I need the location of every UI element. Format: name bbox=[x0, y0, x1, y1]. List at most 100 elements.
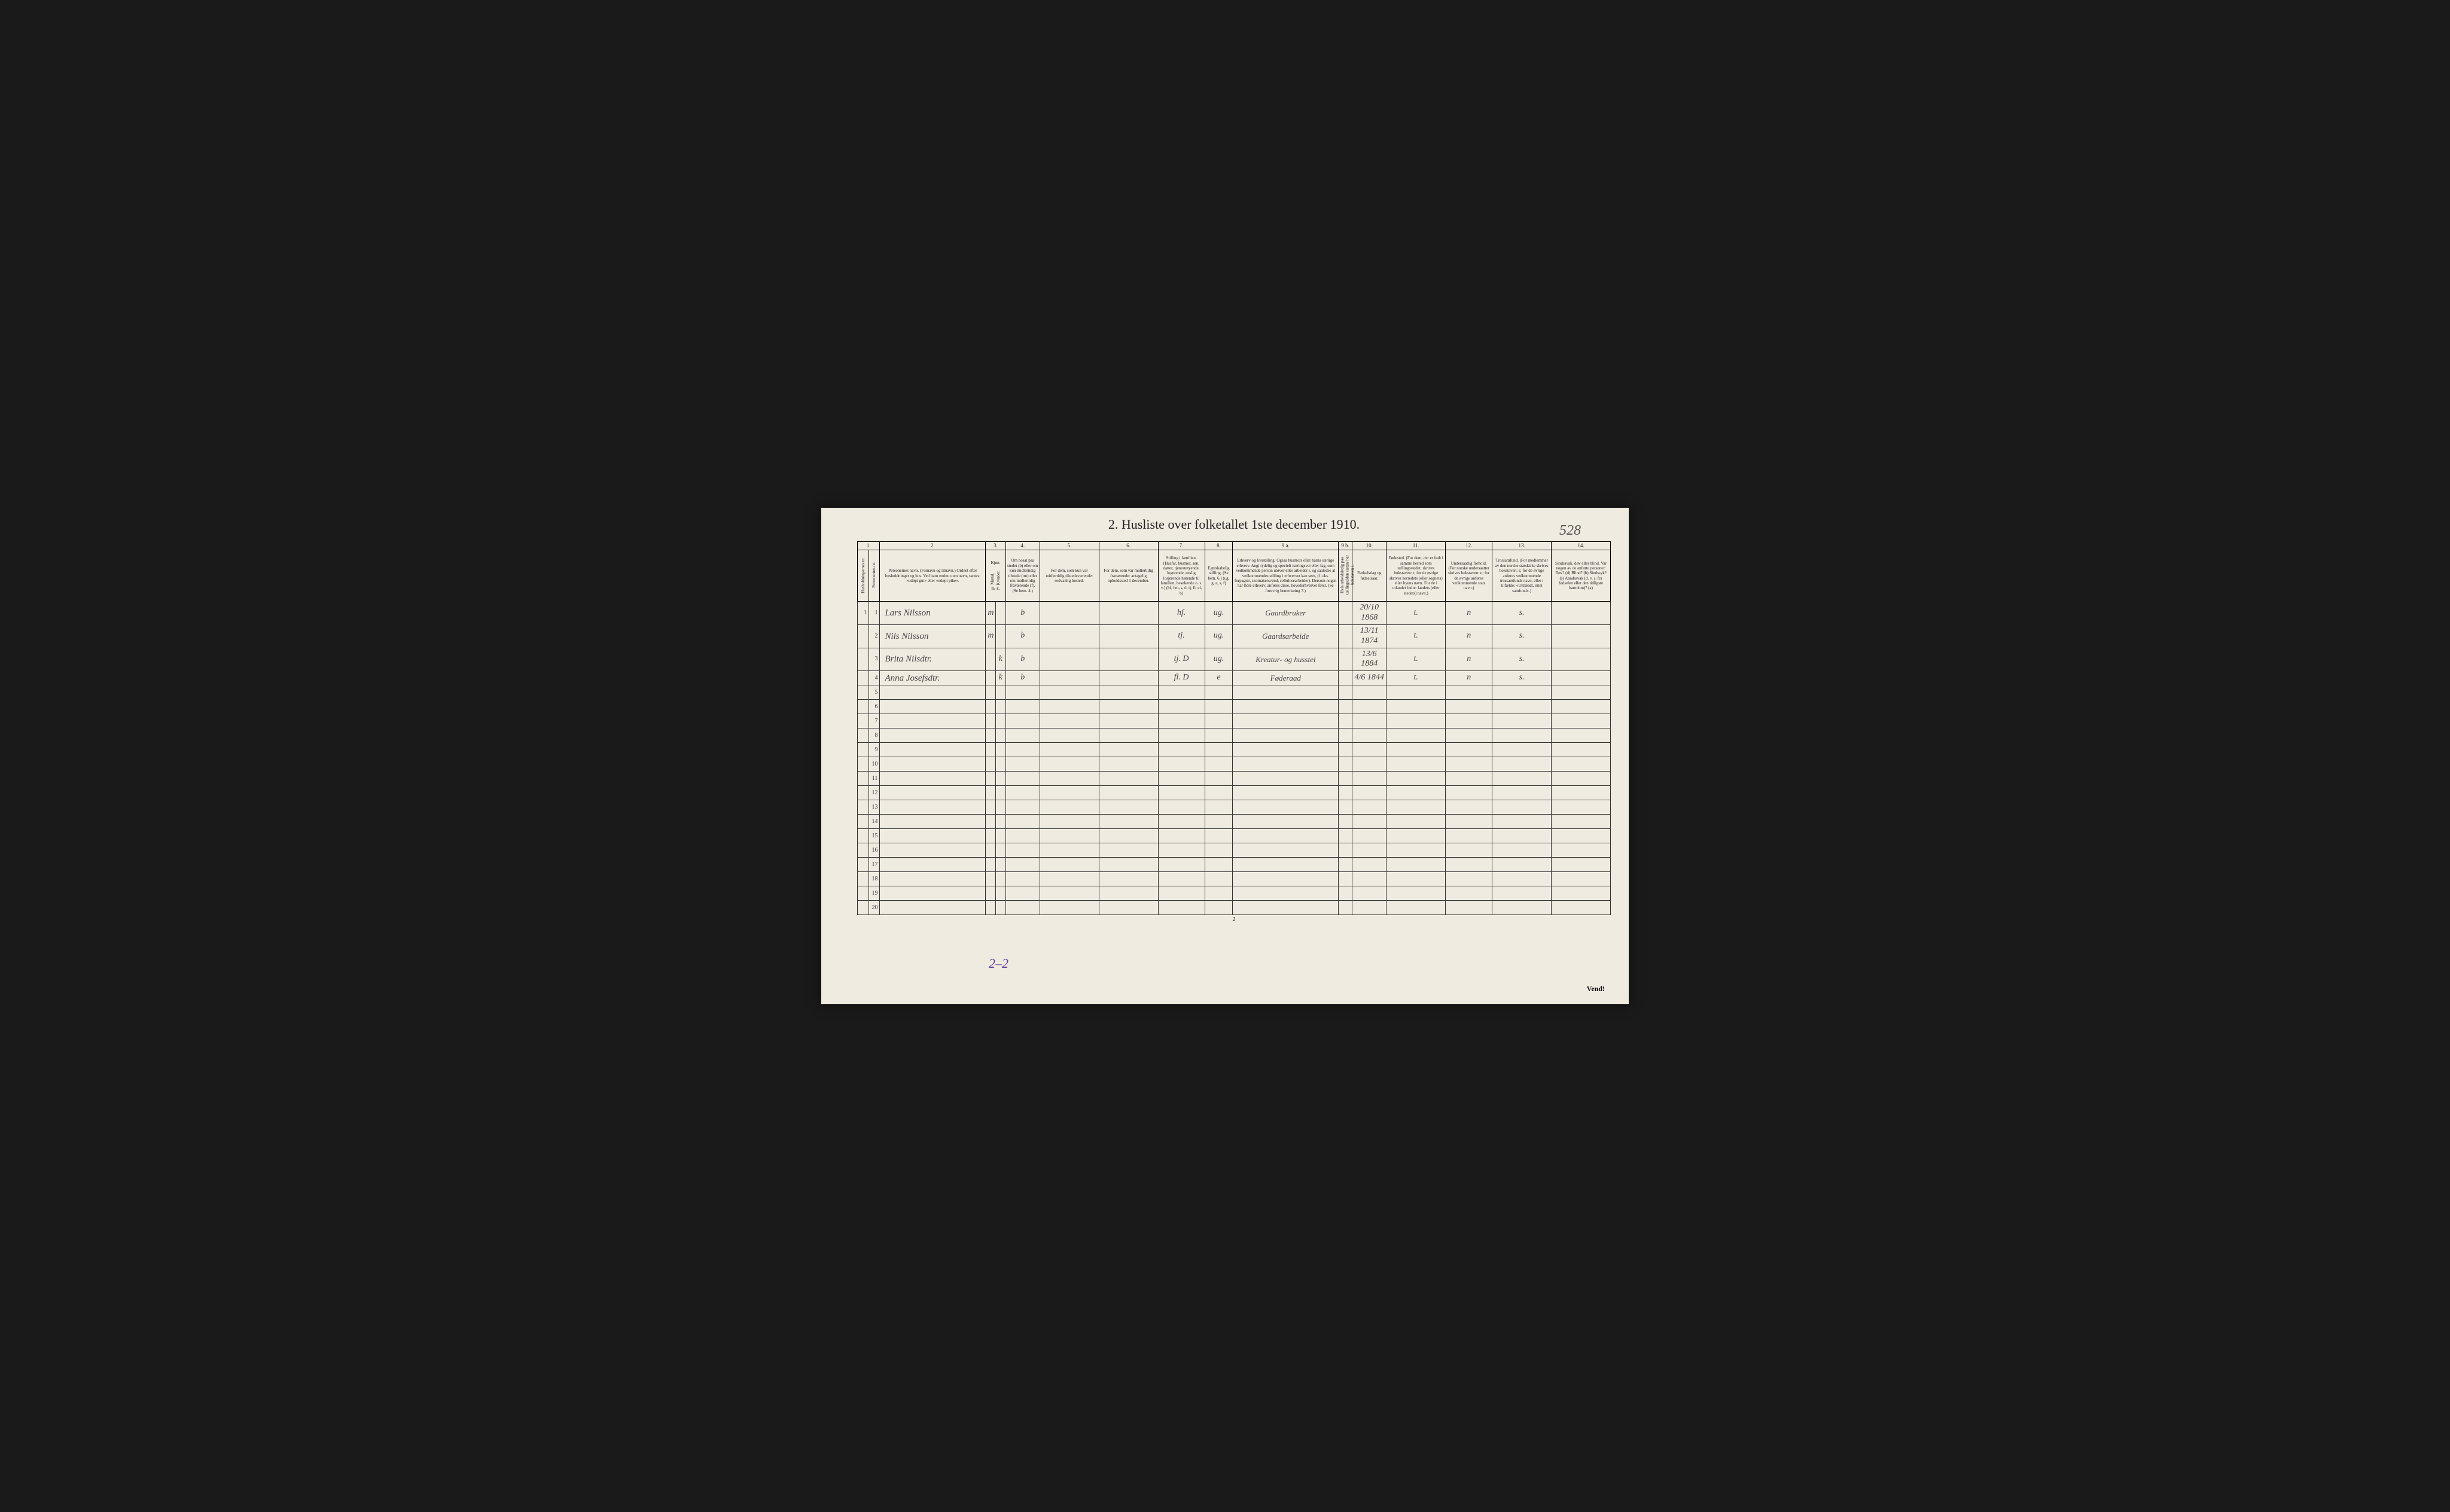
cell-birth: 4/6 1844 bbox=[1352, 671, 1386, 685]
col-num-5: 5. bbox=[1040, 542, 1099, 550]
cell-pn: 14 bbox=[869, 815, 880, 829]
cell-family: tj. bbox=[1158, 624, 1205, 648]
cell-birth: 13/6 1884 bbox=[1352, 648, 1386, 671]
cell-nationality: n bbox=[1446, 648, 1492, 671]
cell-male bbox=[986, 671, 996, 685]
header-bosat: Om bosat paa stedet (b) eller om kun mid… bbox=[1005, 550, 1040, 602]
header-row: Husholdningernes nr. Personernes nr. Per… bbox=[858, 550, 1611, 602]
cell-pn: 12 bbox=[869, 786, 880, 800]
cell-nationality: n bbox=[1446, 624, 1492, 648]
cell-unemployed bbox=[1339, 648, 1352, 671]
census-table: 1. 2. 3. 4. 5. 6. 7. 8. 9 a. 9 b. 10. 11… bbox=[857, 541, 1611, 915]
cell-nationality: n bbox=[1446, 602, 1492, 625]
cell-c6 bbox=[1099, 648, 1158, 671]
cell-name: Brita Nilsdtr. bbox=[880, 648, 986, 671]
table-row-empty: 6 bbox=[858, 700, 1611, 714]
cell-religion: s. bbox=[1492, 602, 1552, 625]
purple-annotation: 2–2 bbox=[989, 956, 1008, 971]
cell-hh bbox=[858, 772, 869, 786]
cell-pn: 1 bbox=[869, 602, 880, 625]
table-row-empty: 19 bbox=[858, 886, 1611, 901]
table-row-empty: 7 bbox=[858, 714, 1611, 728]
footer-page-number: 2 bbox=[857, 916, 1611, 923]
cell-family: fl. D bbox=[1158, 671, 1205, 685]
cell-hh bbox=[858, 886, 869, 901]
cell-hh bbox=[858, 815, 869, 829]
cell-male: m bbox=[986, 602, 996, 625]
cell-disability bbox=[1552, 671, 1611, 685]
cell-female: k bbox=[995, 671, 1005, 685]
header-marital: Egteskabelig stilling. (Se bem. 6.) (ug,… bbox=[1205, 550, 1233, 602]
cell-c5 bbox=[1040, 648, 1099, 671]
cell-birthplace: t. bbox=[1386, 671, 1446, 685]
table-row-empty: 14 bbox=[858, 815, 1611, 829]
cell-hh bbox=[858, 872, 869, 886]
table-row-empty: 13 bbox=[858, 800, 1611, 815]
cell-female: k bbox=[995, 648, 1005, 671]
cell-pn: 15 bbox=[869, 829, 880, 843]
cell-birth: 13/11 1874 bbox=[1352, 624, 1386, 648]
cell-name: Anna Josefsdtr. bbox=[880, 671, 986, 685]
cell-pn: 10 bbox=[869, 757, 880, 772]
cell-religion: s. bbox=[1492, 648, 1552, 671]
cell-pn: 18 bbox=[869, 872, 880, 886]
cell-hh bbox=[858, 858, 869, 872]
col-num-10: 10. bbox=[1352, 542, 1386, 550]
col-num-6: 6. bbox=[1099, 542, 1158, 550]
col-num-13: 13. bbox=[1492, 542, 1552, 550]
cell-bosat: b bbox=[1005, 624, 1040, 648]
cell-pn: 5 bbox=[869, 685, 880, 700]
header-sex: Kjøn.Mænd. Kvinder.m. k. bbox=[986, 550, 1005, 602]
cell-hh bbox=[858, 648, 869, 671]
table-row: 1 1 Lars Nilsson m b hf. ug. Gaardbruker… bbox=[858, 602, 1611, 625]
cell-birthplace: t. bbox=[1386, 648, 1446, 671]
cell-hh bbox=[858, 829, 869, 843]
cell-female bbox=[995, 624, 1005, 648]
cell-nationality: n bbox=[1446, 671, 1492, 685]
table-row-empty: 15 bbox=[858, 829, 1611, 843]
cell-hh bbox=[858, 800, 869, 815]
table-row-empty: 18 bbox=[858, 872, 1611, 886]
table-row-empty: 5 bbox=[858, 685, 1611, 700]
cell-hh: 1 bbox=[858, 602, 869, 625]
table-row: 2 Nils Nilsson m b tj. ug. Gaardsarbeide… bbox=[858, 624, 1611, 648]
cell-pn: 17 bbox=[869, 858, 880, 872]
cell-unemployed bbox=[1339, 671, 1352, 685]
header-birthplace: Fødested. (For dem, der er født i samme … bbox=[1386, 550, 1446, 602]
cell-hh bbox=[858, 901, 869, 915]
cell-hh bbox=[858, 728, 869, 743]
header-temp-present: For dem, som kun var midlertidig tilsted… bbox=[1040, 550, 1099, 602]
header-religion: Trossamfund. (For medlemmer av den norsk… bbox=[1492, 550, 1552, 602]
table-row-empty: 9 bbox=[858, 743, 1611, 757]
column-number-row: 1. 2. 3. 4. 5. 6. 7. 8. 9 a. 9 b. 10. 11… bbox=[858, 542, 1611, 550]
cell-hh bbox=[858, 843, 869, 858]
cell-pn: 11 bbox=[869, 772, 880, 786]
cell-hh bbox=[858, 714, 869, 728]
cell-name: Nils Nilsson bbox=[880, 624, 986, 648]
cell-bosat: b bbox=[1005, 602, 1040, 625]
col-num-7: 7. bbox=[1158, 542, 1205, 550]
census-page: 528 2. Husliste over folketallet 1ste de… bbox=[821, 508, 1629, 1004]
cell-bosat: b bbox=[1005, 671, 1040, 685]
table-row-empty: 16 bbox=[858, 843, 1611, 858]
cell-pn: 20 bbox=[869, 901, 880, 915]
col-num-8: 8. bbox=[1205, 542, 1233, 550]
header-nationality: Undersaatlig forhold. (For norske unders… bbox=[1446, 550, 1492, 602]
cell-male: m bbox=[986, 624, 996, 648]
cell-religion: s. bbox=[1492, 624, 1552, 648]
table-row-empty: 12 bbox=[858, 786, 1611, 800]
cell-marital: ug. bbox=[1205, 624, 1233, 648]
cell-birthplace: t. bbox=[1386, 624, 1446, 648]
cell-hh bbox=[858, 757, 869, 772]
cell-hh bbox=[858, 671, 869, 685]
cell-c5 bbox=[1040, 671, 1099, 685]
table-row-empty: 10 bbox=[858, 757, 1611, 772]
cell-birthplace: t. bbox=[1386, 602, 1446, 625]
cell-c5 bbox=[1040, 602, 1099, 625]
cell-pn: 8 bbox=[869, 728, 880, 743]
cell-c5 bbox=[1040, 624, 1099, 648]
header-family-position: Stilling i familien. (Husfar, husmor, sø… bbox=[1158, 550, 1205, 602]
cell-c6 bbox=[1099, 602, 1158, 625]
col-num-4: 4. bbox=[1005, 542, 1040, 550]
table-wrapper: 1. 2. 3. 4. 5. 6. 7. 8. 9 a. 9 b. 10. 11… bbox=[857, 541, 1611, 915]
